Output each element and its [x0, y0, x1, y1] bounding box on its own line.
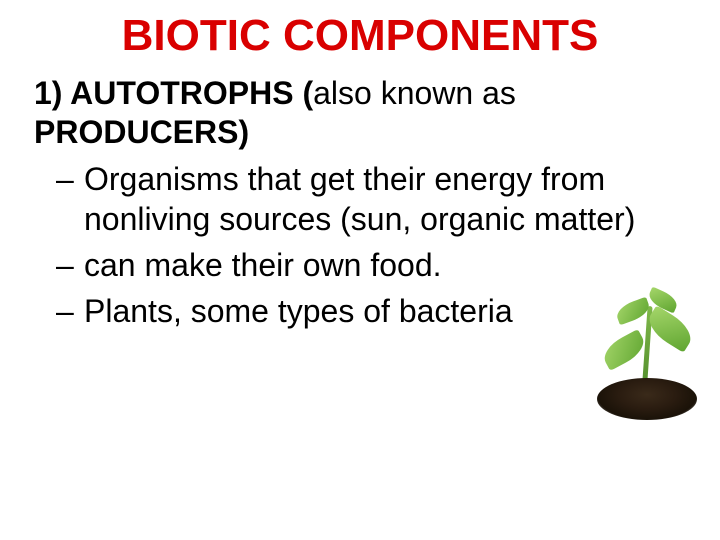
heading-prefix: 1) AUTOTROPHS (	[34, 75, 313, 111]
section-heading: 1) AUTOTROPHS (also known as PRODUCERS)	[34, 74, 692, 151]
list-item: – Plants, some types of bacteria	[84, 291, 644, 331]
bullet-dash-icon: –	[56, 245, 74, 285]
seedling-illustration	[592, 260, 702, 420]
list-item: – can make their own food.	[84, 245, 644, 285]
soil-mound-icon	[597, 378, 697, 420]
bullet-text: can make their own food.	[84, 247, 442, 283]
plant-leaf-icon	[599, 329, 649, 371]
list-item: – Organisms that get their energy from n…	[84, 159, 644, 239]
slide: BIOTIC COMPONENTS 1) AUTOTROPHS (also kn…	[0, 0, 720, 540]
bullet-text: Organisms that get their energy from non…	[84, 161, 635, 237]
bullet-dash-icon: –	[56, 291, 74, 331]
bullet-list: – Organisms that get their energy from n…	[84, 159, 644, 331]
heading-suffix: PRODUCERS)	[34, 114, 249, 150]
bullet-text: Plants, some types of bacteria	[84, 293, 513, 329]
heading-middle: also known as	[313, 75, 516, 111]
slide-title: BIOTIC COMPONENTS	[28, 12, 692, 60]
bullet-dash-icon: –	[56, 159, 74, 199]
